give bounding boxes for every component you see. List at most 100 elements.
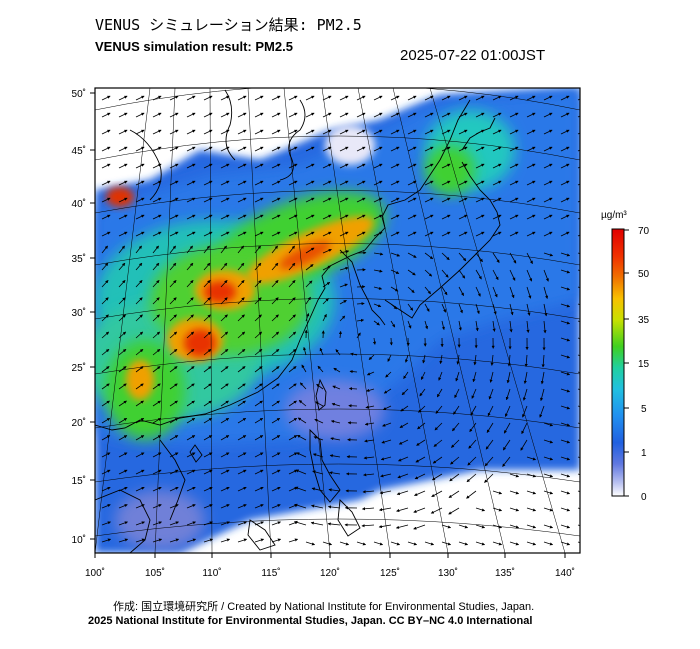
wind-arrow	[453, 405, 460, 415]
wind-arrow	[492, 95, 502, 101]
wind-arrow	[577, 183, 580, 186]
wind-arrow	[322, 146, 332, 152]
wind-arrow	[390, 231, 400, 237]
wind-arrow	[220, 417, 230, 424]
wind-arrow	[468, 439, 477, 449]
wind-arrow	[329, 471, 341, 475]
wind-arrow	[339, 541, 350, 546]
wind-arrow	[475, 214, 485, 220]
wind-arrow	[305, 197, 315, 203]
wind-arrow	[424, 231, 434, 237]
wind-arrow	[509, 473, 520, 478]
wind-arrow	[507, 354, 511, 367]
wind-arrow	[118, 521, 129, 526]
wind-arrow	[543, 129, 553, 135]
wind-arrow	[348, 387, 358, 391]
wind-arrow	[271, 469, 281, 475]
wind-arrow	[118, 231, 128, 237]
wind-arrow	[203, 400, 212, 407]
wind-arrow	[118, 95, 128, 101]
wind-arrow	[135, 95, 145, 101]
lon-label-120: 120˚	[320, 567, 340, 579]
wind-arrow	[135, 538, 146, 543]
wind-arrow	[328, 488, 341, 492]
wind-arrow	[135, 280, 143, 288]
wind-arrow	[118, 348, 127, 356]
wind-arrow	[560, 507, 571, 512]
wind-arrow	[220, 400, 229, 407]
wind-arrow	[322, 265, 332, 271]
wind-arrow	[390, 163, 400, 169]
wind-arrow	[577, 200, 580, 203]
wind-arrow	[560, 456, 571, 461]
wind-arrow	[364, 439, 375, 443]
wind-arrow	[203, 231, 213, 237]
wind-arrow	[186, 452, 196, 458]
wind-arrow	[296, 434, 307, 441]
wind-arrow	[203, 504, 213, 509]
wind-arrow	[101, 197, 111, 203]
wind-arrow	[237, 504, 247, 509]
wind-arrow	[484, 456, 494, 467]
wind-arrow	[466, 490, 477, 499]
wind-arrow	[322, 214, 332, 220]
wind-arrow	[220, 112, 230, 118]
colorbar: 70 50 35 15 5 1 0	[611, 226, 650, 503]
wind-arrow	[373, 269, 383, 273]
wind-arrow	[203, 417, 213, 424]
wind-arrow	[152, 95, 162, 101]
wind-arrow	[186, 348, 195, 356]
wind-arrow	[560, 231, 570, 237]
wind-arrow	[560, 541, 571, 546]
wind-arrow	[475, 541, 486, 546]
wind-arrow	[254, 314, 262, 322]
wind-arrow	[373, 303, 382, 308]
wind-arrow	[288, 129, 298, 135]
wind-arrow	[203, 366, 212, 373]
wind-arrow	[543, 422, 554, 427]
lon-tick-marks	[94, 553, 566, 558]
wind-arrow	[390, 214, 400, 220]
wind-arrow	[560, 354, 571, 359]
wind-arrow	[366, 388, 375, 392]
wind-arrow	[220, 95, 230, 101]
wind-arrow	[311, 487, 324, 492]
wind-arrow	[458, 231, 468, 237]
wind-arrow	[458, 252, 467, 262]
wind-arrow	[152, 146, 162, 152]
wind-arrow	[220, 146, 230, 152]
wind-arrow	[400, 405, 409, 412]
lon-label-105: 105˚	[145, 567, 165, 579]
wind-arrow	[492, 231, 502, 237]
wind-arrow	[237, 297, 245, 305]
wind-arrow	[152, 538, 163, 543]
wind-arrow	[339, 163, 349, 169]
wind-arrow	[339, 146, 349, 152]
wind-arrow	[237, 262, 245, 271]
wind-arrow	[441, 524, 452, 529]
wind-arrow	[203, 197, 213, 203]
wind-arrow	[356, 318, 365, 322]
wind-arrow	[254, 504, 264, 509]
wind-arrow	[390, 269, 400, 274]
colorbar-unit: µg/m³	[601, 210, 627, 221]
wind-arrow	[220, 245, 227, 254]
wind-arrow	[492, 541, 503, 546]
wind-arrow	[271, 197, 281, 203]
wind-arrow	[254, 521, 265, 526]
wind-arrow	[577, 115, 580, 118]
wind-arrow	[220, 129, 230, 135]
wind-arrow	[418, 405, 426, 413]
lon-label-135: 135˚	[495, 567, 515, 579]
wind-arrow	[254, 383, 263, 390]
wind-arrow	[401, 388, 409, 396]
wind-arrow	[186, 383, 195, 390]
wind-arrow	[577, 98, 580, 101]
wind-arrow	[220, 452, 230, 458]
wind-arrow	[560, 286, 571, 291]
wind-arrow	[220, 348, 229, 356]
wind-arrow	[186, 314, 194, 322]
wind-arrow	[135, 331, 144, 339]
wind-arrow	[135, 400, 144, 407]
wind-arrow	[526, 231, 536, 237]
